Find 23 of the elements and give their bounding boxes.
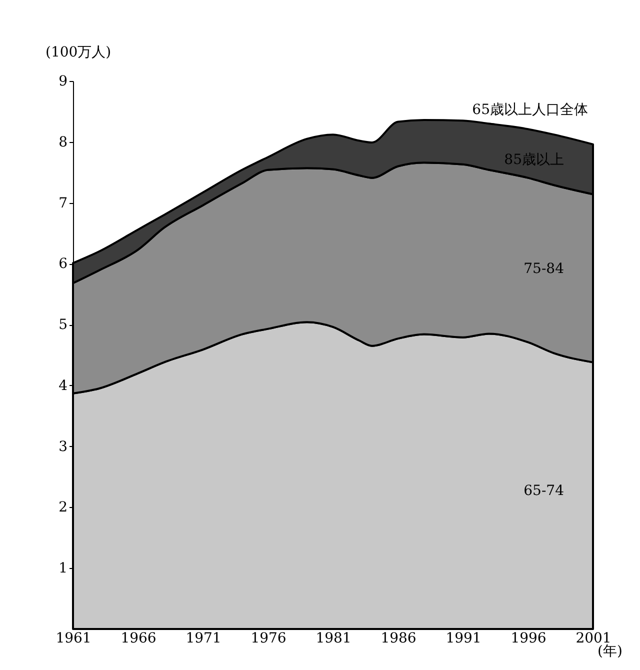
series-label: 75-84 — [524, 261, 564, 278]
y-tick-label: 5 — [58, 317, 68, 334]
y-axis-title: (100万人) — [46, 44, 112, 60]
x-tick-label: 1986 — [380, 630, 416, 646]
series-label: 85歳以上 — [504, 152, 564, 168]
series-label: 65-74 — [524, 483, 564, 500]
x-tick-label: 1976 — [250, 630, 286, 646]
y-tick-label: 3 — [58, 438, 68, 455]
y-tick-label: 8 — [58, 134, 68, 150]
y-tick-label: 1 — [58, 560, 68, 577]
annotation: 65歳以上人口全体 — [472, 102, 588, 118]
x-tick-label: 1981 — [316, 630, 352, 646]
x-tick-label: 1961 — [56, 630, 92, 646]
y-tick-label: 4 — [58, 378, 68, 394]
x-tick-label: 1971 — [186, 630, 222, 646]
x-tick-label: 1996 — [510, 630, 546, 646]
x-axis-title: (年) — [598, 644, 622, 660]
y-tick-label: 9 — [58, 74, 68, 90]
y-tick-label: 7 — [58, 195, 68, 212]
x-tick-label: 1991 — [446, 630, 482, 646]
x-tick-label: 1966 — [120, 630, 156, 646]
y-tick-label: 2 — [58, 500, 68, 516]
y-tick-label: 6 — [58, 256, 68, 272]
